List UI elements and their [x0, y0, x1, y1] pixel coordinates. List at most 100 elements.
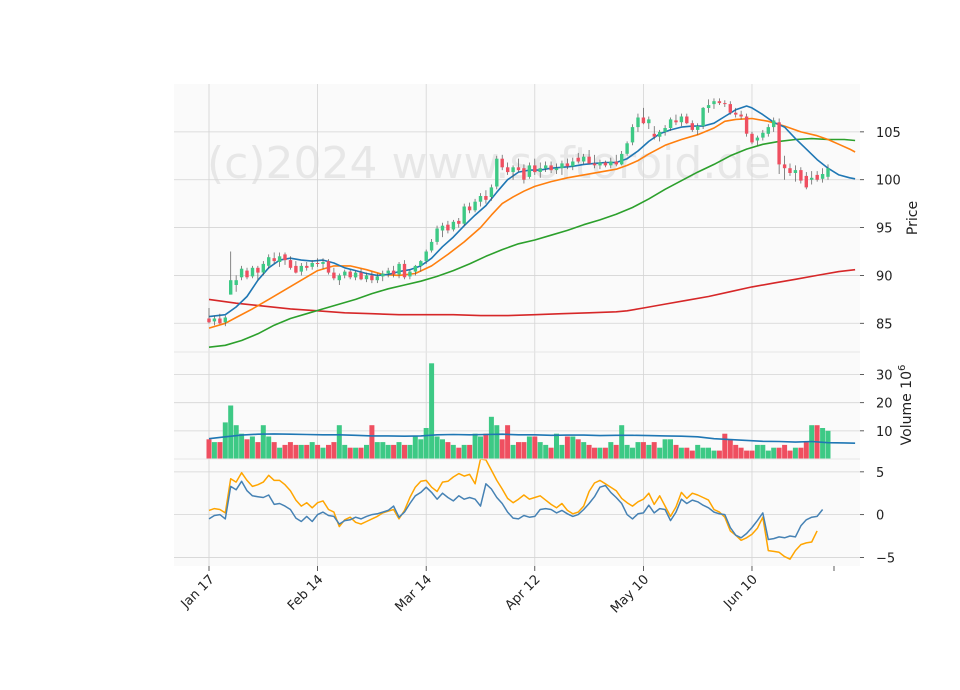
- volume-bar: [564, 436, 570, 459]
- candle-up: [571, 161, 575, 167]
- candle-down: [467, 206, 472, 211]
- price-ma-long-series: [208, 268, 856, 317]
- volume-bar: [353, 447, 359, 459]
- candle-up: [429, 241, 434, 251]
- candle-down: [370, 275, 374, 281]
- ma-medium-line: [208, 117, 856, 329]
- volume-bar: [211, 442, 217, 459]
- volume-bar: [423, 428, 429, 459]
- volume-bar: [488, 416, 494, 459]
- volume-bar: [803, 442, 809, 459]
- volume-y-axis-label: Volume 106: [897, 365, 915, 446]
- candle-down: [592, 163, 597, 166]
- candle-up: [495, 158, 499, 187]
- candle-down: [549, 165, 553, 171]
- watermark-text: (c)2024 www.softoroid.de: [207, 138, 771, 189]
- candle-down: [283, 254, 287, 261]
- candle-up: [647, 119, 651, 124]
- volume-bar: [754, 444, 760, 459]
- volume-bar: [271, 442, 277, 459]
- volume-bar: [662, 439, 668, 459]
- candle-down: [728, 104, 732, 113]
- volume-bar: [776, 447, 782, 459]
- candle-down: [359, 272, 363, 280]
- candle-down: [245, 270, 249, 278]
- candle-up: [560, 163, 564, 169]
- volume-bar: [689, 450, 695, 459]
- volume-bar: [548, 447, 554, 459]
- candle-down: [315, 263, 320, 264]
- volume-bar: [673, 444, 679, 459]
- candle-up: [239, 268, 244, 278]
- volume-bar: [613, 444, 619, 459]
- candle-up: [820, 174, 825, 179]
- candle-up: [544, 165, 548, 169]
- candle-up: [636, 117, 640, 128]
- candle-down: [484, 196, 488, 200]
- y-tick-label: 30: [876, 369, 893, 384]
- volume-bar: [760, 444, 766, 459]
- volume-bar: [364, 444, 369, 459]
- candle-up: [440, 225, 445, 231]
- oscillator-panel-background: [174, 459, 860, 566]
- volume-bar: [510, 444, 516, 459]
- candle-down: [332, 272, 336, 279]
- volume-bar: [255, 442, 261, 459]
- y-tick-label: 85: [876, 317, 893, 332]
- volume-bar: [347, 447, 353, 459]
- volume-bar: [716, 450, 722, 459]
- candle-up: [755, 137, 760, 141]
- candle-up: [625, 143, 629, 154]
- volume-bar: [233, 425, 239, 459]
- volume-label-text: Volume 10: [899, 371, 915, 445]
- volume-bar: [396, 442, 402, 459]
- candle-down: [788, 168, 792, 173]
- candle-down: [782, 164, 787, 169]
- candle-down: [587, 156, 591, 164]
- candle-up: [277, 256, 282, 262]
- volume-label-exponent: 6: [897, 365, 908, 371]
- volume-bar: [668, 439, 673, 459]
- candle-up: [413, 265, 418, 272]
- candle-up: [701, 107, 705, 127]
- candle-up: [527, 165, 532, 177]
- oscillator-y-ticks: −5 0 5: [860, 466, 895, 566]
- candle-down: [402, 263, 407, 278]
- volume-bar: [722, 433, 728, 459]
- price-panel-background: [174, 84, 860, 352]
- candle-up: [538, 168, 542, 172]
- price-panel: (c)2024 www.softoroid.de 85 90 95 100 105 Pr…: [174, 84, 921, 352]
- volume-bar: [244, 439, 250, 459]
- candle-down: [506, 167, 510, 173]
- volume-bar: [467, 444, 473, 459]
- candle-up: [364, 275, 369, 280]
- ma-slow-line: [208, 137, 856, 348]
- y-tick-label: 10: [876, 425, 893, 440]
- candle-down: [777, 122, 781, 165]
- volume-bar: [820, 428, 826, 459]
- volume-bar: [249, 436, 255, 459]
- y-tick-label: 0: [876, 509, 884, 524]
- volume-bar: [336, 425, 342, 459]
- volume-bar: [570, 436, 576, 459]
- candle-up: [810, 177, 814, 180]
- candle-up: [620, 153, 624, 165]
- candle-down: [326, 261, 331, 273]
- candle-down: [815, 174, 819, 180]
- volume-bar: [320, 447, 326, 459]
- volume-bar: [412, 436, 418, 459]
- volume-bar: [206, 439, 212, 459]
- oscillator-slow-series: [208, 458, 818, 560]
- volume-ma-series: [208, 433, 856, 444]
- candle-down: [516, 167, 521, 171]
- candle-up: [223, 317, 227, 323]
- oscillator-fast-series: [208, 480, 824, 541]
- volume-bar: [749, 450, 755, 459]
- ma-long-line: [208, 268, 856, 317]
- volume-bar: [266, 436, 272, 459]
- candlestick-series: [207, 98, 830, 327]
- y-tick-label: 100: [876, 174, 901, 189]
- candle-down: [256, 267, 260, 273]
- volume-bar: [331, 442, 337, 459]
- volume-bar: [684, 447, 690, 459]
